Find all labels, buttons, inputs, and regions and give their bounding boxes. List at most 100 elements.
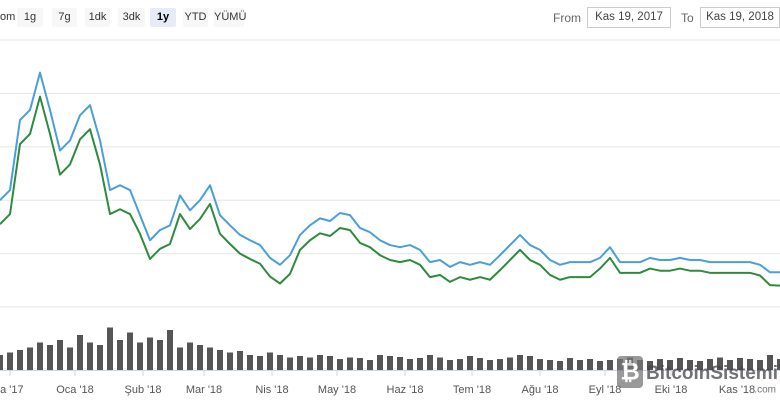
volume-bar bbox=[717, 357, 723, 370]
volume-bar bbox=[697, 361, 703, 370]
watermark-brand: BitcoinSistemi bbox=[646, 363, 778, 384]
volume-bar bbox=[167, 330, 173, 370]
volume-bar bbox=[307, 357, 313, 370]
watermark: ₿ BitcoinSistemi .com bbox=[617, 356, 778, 396]
volume-bar bbox=[97, 345, 103, 370]
volume-bar bbox=[127, 332, 133, 370]
volume-bar bbox=[327, 356, 333, 370]
volume-bar bbox=[687, 360, 693, 370]
volume-bar bbox=[337, 359, 343, 370]
x-tick-label: Mar '18 bbox=[186, 384, 222, 396]
volume-bar bbox=[527, 356, 533, 370]
volume-bar bbox=[517, 355, 523, 370]
volume-bar bbox=[477, 358, 483, 370]
volume-bar bbox=[187, 342, 193, 370]
range-button[interactable]: 3dk bbox=[118, 8, 145, 27]
price-line bbox=[0, 71, 780, 274]
volume-bar bbox=[27, 347, 33, 370]
volume-bar bbox=[667, 360, 673, 370]
volume-bar bbox=[47, 345, 53, 370]
x-tick-label: Eki '18 bbox=[655, 384, 688, 396]
volume-bar bbox=[107, 327, 113, 370]
x-tick-label: Tem '18 bbox=[453, 384, 491, 396]
volume-bar bbox=[767, 355, 773, 370]
x-tick-label: Kas '18 bbox=[719, 384, 755, 396]
x-tick-label: Nis '18 bbox=[255, 384, 288, 396]
volume-bar bbox=[537, 359, 543, 370]
price-line bbox=[0, 95, 780, 287]
volume-bar bbox=[137, 342, 143, 370]
volume-bar bbox=[377, 355, 383, 370]
volume-bar bbox=[367, 360, 373, 370]
volume-bar bbox=[117, 340, 123, 370]
volume-bar bbox=[157, 340, 163, 370]
range-button[interactable]: 1y bbox=[150, 8, 176, 27]
volume-bar bbox=[207, 347, 213, 370]
range-button[interactable]: 7g bbox=[52, 8, 77, 27]
volume-bar bbox=[17, 350, 23, 370]
x-tick-label: Oca '18 bbox=[56, 384, 94, 396]
volume-bar bbox=[417, 358, 423, 370]
volume-bar bbox=[567, 358, 573, 370]
x-tick-label: Şub '18 bbox=[125, 384, 162, 396]
range-button[interactable]: YTD bbox=[183, 8, 208, 27]
volume-bar bbox=[277, 355, 283, 370]
volume-bar bbox=[577, 360, 583, 370]
volume-bar bbox=[237, 351, 243, 370]
volume-bar bbox=[347, 357, 353, 370]
volume-bar bbox=[217, 350, 223, 370]
range-button[interactable]: 1dk bbox=[85, 8, 110, 27]
volume-bar bbox=[557, 361, 563, 370]
volume-bar bbox=[647, 361, 653, 370]
volume-bar bbox=[267, 352, 273, 370]
watermark-icon-glyph: ₿ bbox=[620, 358, 640, 385]
volume-bar bbox=[587, 359, 593, 370]
volume-bar bbox=[287, 357, 293, 370]
volume-bar bbox=[57, 340, 63, 370]
volume-bar bbox=[707, 359, 713, 370]
volume-bar bbox=[247, 355, 253, 370]
volume-bar bbox=[0, 355, 3, 370]
from-input[interactable]: Kas 19, 2017 bbox=[587, 7, 671, 28]
volume-bar bbox=[397, 357, 403, 370]
volume-bar bbox=[197, 345, 203, 370]
x-tick-label: Haz '18 bbox=[387, 384, 424, 396]
x-tick-label: May '18 bbox=[318, 384, 356, 396]
volume-bar bbox=[7, 352, 13, 370]
watermark-icon bbox=[617, 356, 643, 388]
watermark-suffix: .com bbox=[754, 385, 776, 396]
volume-bar bbox=[317, 355, 323, 370]
volume-bar bbox=[37, 342, 43, 370]
volume-bar bbox=[257, 356, 263, 370]
volume-bar bbox=[737, 358, 743, 370]
from-label: From bbox=[553, 11, 581, 25]
volume-bar bbox=[777, 359, 780, 370]
range-button[interactable]: YÜMÜ bbox=[214, 8, 246, 27]
volume-bar bbox=[547, 360, 553, 370]
volume-bar bbox=[487, 360, 493, 370]
volume-bar bbox=[507, 357, 513, 370]
volume-bar bbox=[437, 357, 443, 370]
volume-bar bbox=[87, 342, 93, 370]
volume-bar bbox=[77, 335, 83, 370]
volume-bar bbox=[227, 352, 233, 370]
volume-bar bbox=[607, 360, 613, 370]
volume-bar bbox=[467, 356, 473, 370]
volume-bar bbox=[67, 347, 73, 370]
volume-bar bbox=[427, 355, 433, 370]
volume-bar bbox=[177, 347, 183, 370]
volume-bar bbox=[357, 358, 363, 370]
range-button[interactable]: 1g bbox=[17, 8, 43, 27]
volume-bar bbox=[677, 358, 683, 370]
zoom-label: om bbox=[0, 11, 16, 23]
volume-bar bbox=[497, 359, 503, 370]
x-tick-label: ra '17 bbox=[0, 384, 24, 396]
volume-bar bbox=[597, 361, 603, 370]
volume-bar bbox=[657, 359, 663, 370]
volume-bar bbox=[747, 359, 753, 370]
volume-bar bbox=[297, 356, 303, 370]
volume-bar bbox=[457, 359, 463, 370]
volume-bar bbox=[727, 360, 733, 370]
